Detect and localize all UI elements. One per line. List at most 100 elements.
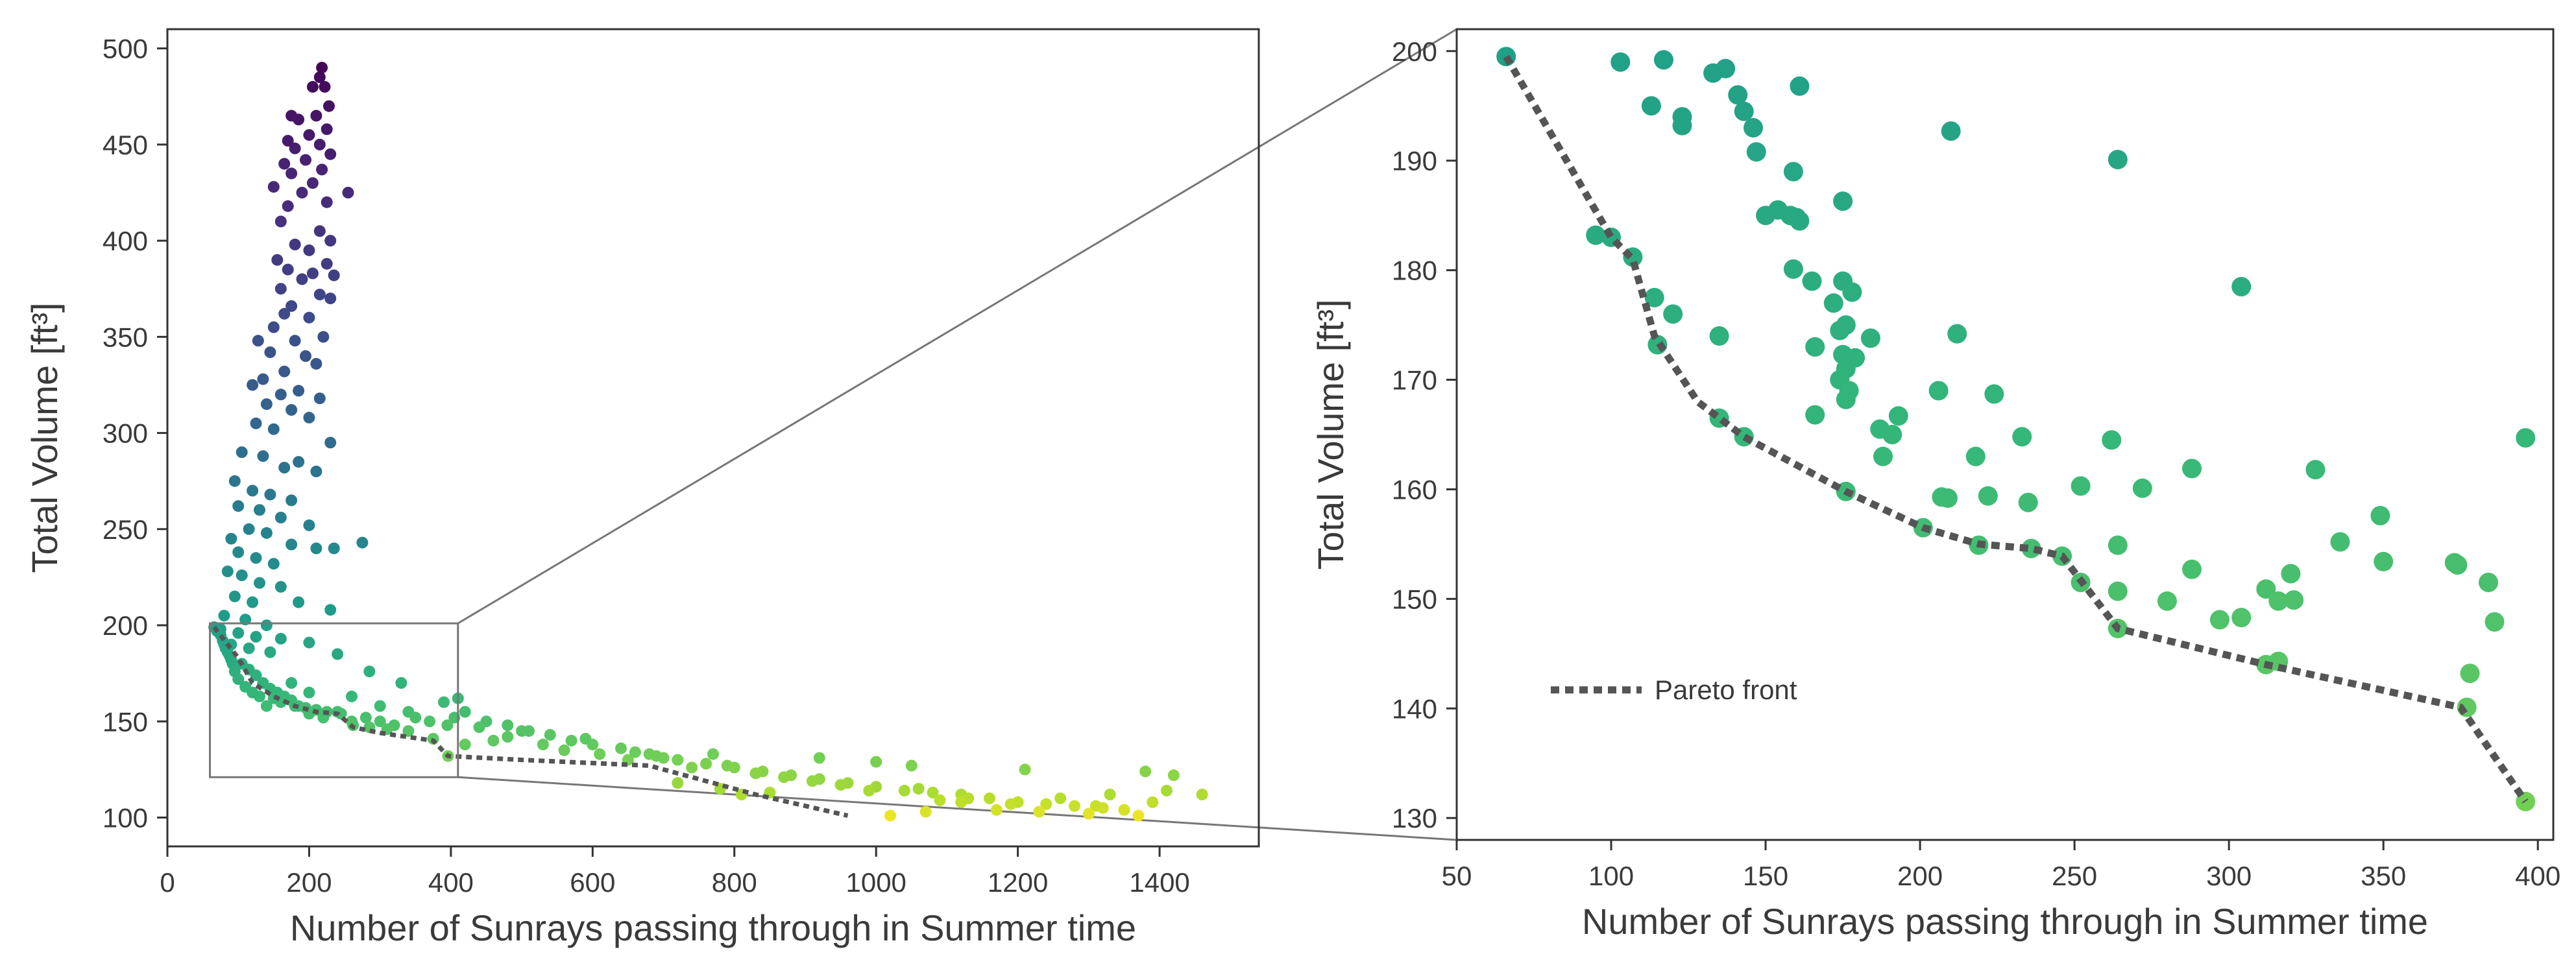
data-point xyxy=(306,177,319,189)
data-point xyxy=(2479,573,2498,592)
data-point xyxy=(2448,555,2468,575)
data-point xyxy=(296,187,308,198)
data-point xyxy=(323,100,335,112)
data-point xyxy=(409,711,422,724)
data-point xyxy=(565,734,577,747)
x-tick-label: 1400 xyxy=(1129,867,1189,898)
data-point xyxy=(672,754,684,766)
data-point xyxy=(721,759,733,772)
zoom-pareto-front xyxy=(1503,54,2529,804)
data-point xyxy=(313,225,326,237)
inset-box xyxy=(209,622,459,778)
data-point xyxy=(289,142,301,154)
data-point xyxy=(267,423,280,435)
data-point xyxy=(1823,293,1843,313)
data-point xyxy=(2182,559,2202,579)
data-point xyxy=(1118,804,1130,816)
data-point xyxy=(919,806,932,818)
x-tick-label: 350 xyxy=(2361,861,2406,891)
data-point xyxy=(2231,608,2252,628)
data-point xyxy=(2330,532,2350,552)
data-point xyxy=(898,785,910,796)
data-point xyxy=(247,484,259,497)
data-point xyxy=(267,321,280,333)
data-point xyxy=(264,346,276,359)
data-point xyxy=(686,761,698,774)
data-point xyxy=(1830,320,1850,341)
data-point xyxy=(313,71,326,84)
data-point xyxy=(778,771,790,783)
data-point xyxy=(502,731,514,743)
data-point xyxy=(267,558,280,570)
data-point xyxy=(2516,428,2536,448)
overview-x-axis-title: Number of Sunrays passing through in Sum… xyxy=(290,907,1136,948)
data-point xyxy=(2132,478,2152,498)
data-point xyxy=(1161,785,1173,796)
data-point xyxy=(1928,381,1949,401)
data-point xyxy=(316,163,328,176)
data-point xyxy=(313,289,326,301)
data-point xyxy=(250,669,262,682)
data-point xyxy=(346,690,358,702)
data-point xyxy=(303,311,315,324)
data-point xyxy=(579,733,592,745)
overview-x-ticks: 0 200 400 600 800 1000 1200 1400 xyxy=(160,846,1190,898)
data-point xyxy=(247,379,259,391)
overview-pareto-front xyxy=(212,625,849,819)
y-tick-label: 140 xyxy=(1392,693,1437,724)
data-point xyxy=(806,775,818,787)
data-point xyxy=(1089,800,1102,812)
x-tick-label: 100 xyxy=(1588,861,1634,891)
data-point xyxy=(332,648,344,660)
data-point xyxy=(1663,304,1683,324)
data-point xyxy=(264,646,276,658)
data-point xyxy=(289,239,301,250)
data-point xyxy=(324,604,337,616)
data-point xyxy=(317,331,330,343)
data-point xyxy=(2108,150,2128,169)
zoom-scatter-chart: 50 100 150 200 250 300 350 400 1301401501601701… xyxy=(1310,28,2560,942)
data-point xyxy=(254,504,265,516)
data-point xyxy=(905,759,917,772)
x-tick-label: 200 xyxy=(1897,861,1943,891)
data-point xyxy=(884,809,897,822)
data-point xyxy=(225,532,237,545)
data-point xyxy=(303,129,315,141)
data-point xyxy=(395,677,407,689)
data-point xyxy=(250,552,262,564)
connector-bottom xyxy=(457,776,1457,841)
data-point xyxy=(459,738,471,750)
y-tick-label: 190 xyxy=(1392,146,1437,176)
data-point xyxy=(672,777,684,789)
x-tick-label: 150 xyxy=(1743,861,1788,891)
data-point xyxy=(286,300,298,312)
data-point xyxy=(1586,225,1606,245)
legend-pareto-label: Pareto front xyxy=(1655,675,1797,705)
data-point xyxy=(1965,446,1986,466)
data-point xyxy=(1888,406,1908,426)
data-point xyxy=(313,392,326,405)
data-point xyxy=(2157,591,2177,611)
data-point xyxy=(955,796,967,808)
data-point xyxy=(278,307,291,320)
data-point xyxy=(260,619,273,632)
x-tick-label: 400 xyxy=(2515,861,2560,891)
y-tick-label: 100 xyxy=(103,803,148,833)
data-point xyxy=(2281,564,2301,584)
data-point xyxy=(438,696,450,708)
data-point xyxy=(257,373,269,385)
zoom-x-axis-title: Number of Sunrays passing through in Sum… xyxy=(1582,901,2428,942)
data-point xyxy=(1805,337,1825,357)
data-point xyxy=(254,577,265,589)
data-point xyxy=(310,465,322,477)
data-point xyxy=(1978,486,1998,506)
data-point xyxy=(1147,796,1159,808)
data-point xyxy=(232,500,245,512)
y-tick-label: 130 xyxy=(1392,803,1437,833)
data-point xyxy=(870,756,882,768)
y-tick-label: 170 xyxy=(1392,365,1437,396)
data-point xyxy=(1019,763,1031,776)
data-point xyxy=(303,519,315,531)
data-point xyxy=(286,404,298,416)
data-point xyxy=(2071,476,2091,496)
